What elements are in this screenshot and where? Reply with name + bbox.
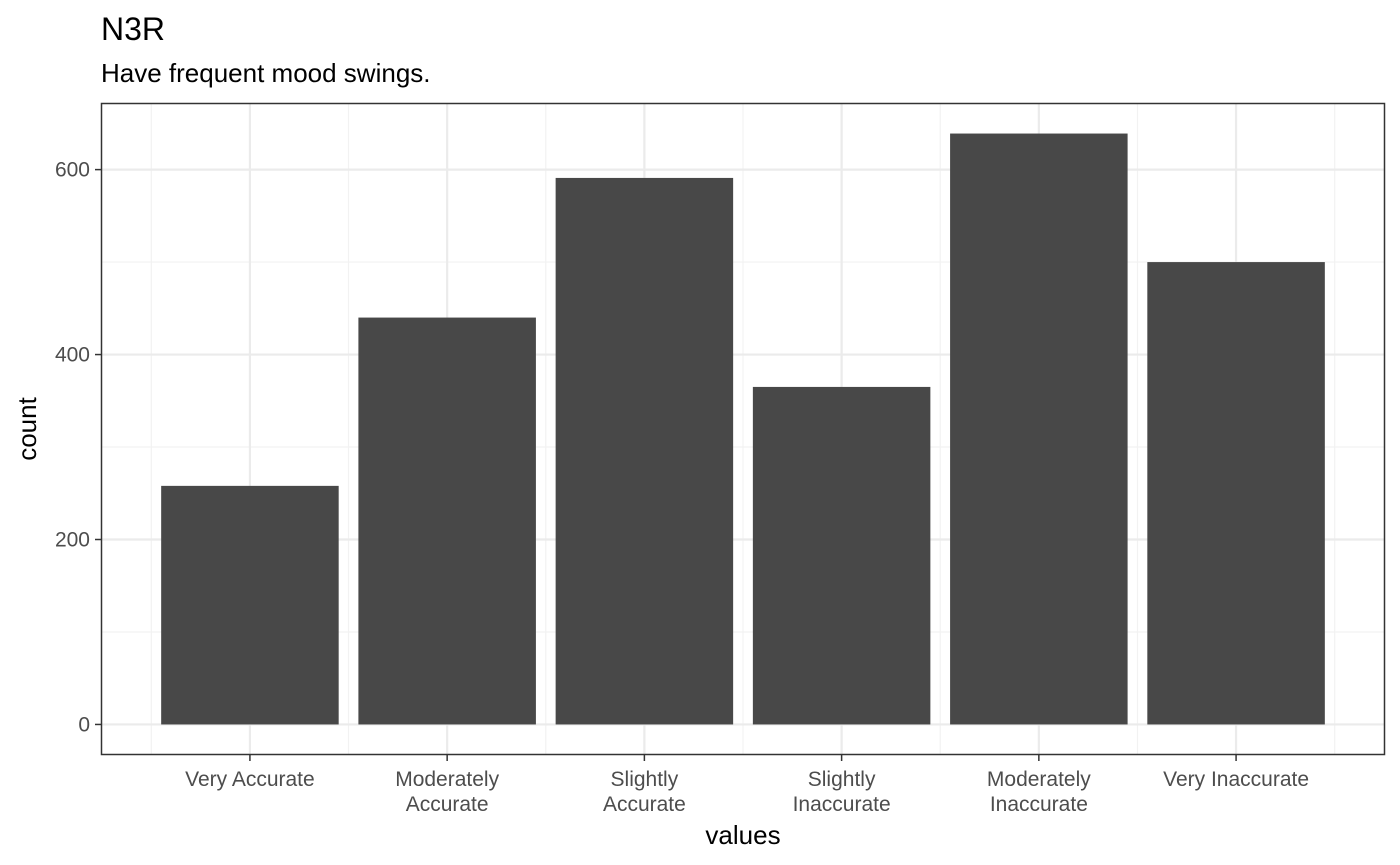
y-tick-label: 400 — [55, 344, 90, 367]
bar — [358, 317, 536, 725]
y-tick-label: 200 — [55, 529, 90, 552]
x-tick-label-line: Very Accurate — [185, 768, 315, 791]
x-tick-label-line: Accurate — [406, 793, 489, 816]
x-tick-label: Slightly Accurate — [603, 768, 686, 816]
x-tick-label-line: Moderately — [987, 768, 1091, 791]
chart-title: N3R — [101, 11, 165, 47]
y-tick-label: 600 — [55, 159, 90, 182]
x-tick-label: Slightly Inaccurate — [793, 768, 891, 816]
x-tick-label-line: Accurate — [603, 793, 686, 816]
panel-border — [100, 102, 1386, 756]
x-tick-label-line: Very Inaccurate — [1163, 768, 1309, 791]
x-tick-label-line: Inaccurate — [793, 793, 891, 816]
x-tick-label-line: Inaccurate — [990, 793, 1088, 816]
bar — [1147, 262, 1325, 725]
chart-subtitle: Have frequent mood swings. — [101, 58, 431, 88]
y-axis: 0 200 400 600 — [55, 159, 102, 736]
bar — [161, 485, 339, 725]
y-axis-title: count — [12, 396, 42, 460]
x-tick-label: Moderately Inaccurate — [987, 768, 1091, 816]
x-tick-label: Moderately Accurate — [395, 768, 499, 816]
x-tick-label-line: Slightly — [611, 768, 679, 791]
x-tick-label-line: Slightly — [808, 768, 876, 791]
x-tick-label-line: Moderately — [395, 768, 499, 791]
bar — [950, 133, 1128, 725]
x-axis-title: values — [705, 820, 780, 850]
bar — [555, 177, 734, 725]
x-tick-label: Very Accurate — [185, 768, 315, 791]
y-tick-label: 0 — [78, 713, 90, 736]
bar — [752, 386, 931, 725]
x-tick-label: Very Inaccurate — [1163, 768, 1309, 791]
bars — [161, 133, 1325, 725]
